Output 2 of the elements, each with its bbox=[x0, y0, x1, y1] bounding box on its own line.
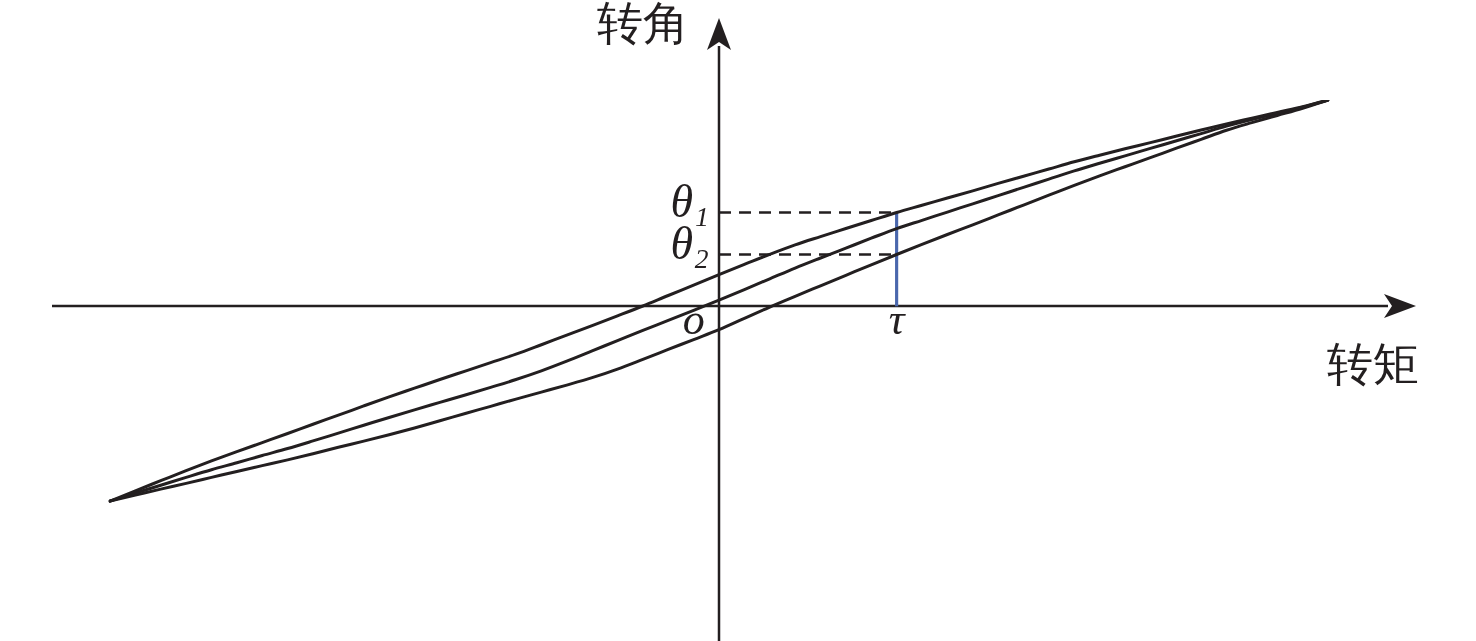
x-axis-title: 转矩 bbox=[1327, 339, 1419, 391]
y-axis-title: 转角 bbox=[597, 0, 689, 50]
